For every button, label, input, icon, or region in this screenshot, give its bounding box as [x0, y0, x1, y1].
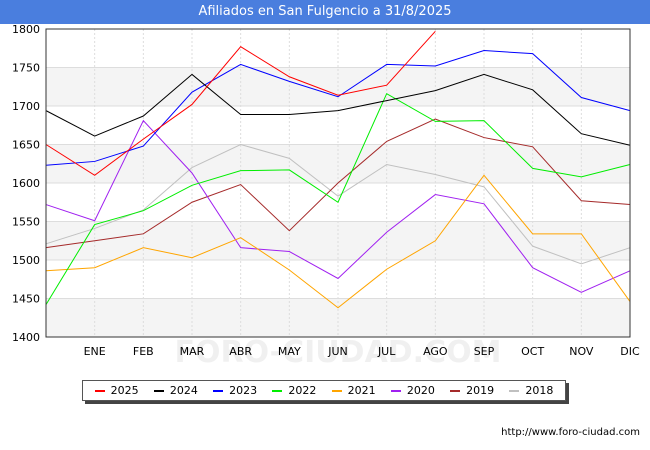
x-tick-label: JUN — [327, 345, 348, 358]
legend-swatch — [213, 389, 224, 392]
legend-label: 2018 — [525, 384, 554, 397]
legend-item-2018: 2018 — [509, 384, 553, 397]
x-tick-label: FEB — [133, 345, 154, 358]
x-tick-label: NOV — [569, 345, 594, 358]
legend-label: 2021 — [347, 384, 376, 397]
legend-swatch — [153, 389, 164, 392]
x-tick-label: MAR — [180, 345, 205, 358]
y-tick-label: 1600 — [12, 177, 40, 190]
y-tick-label: 1500 — [12, 254, 40, 267]
legend-item-2025: 2025 — [94, 384, 139, 397]
legend-label: 2019 — [466, 384, 495, 397]
series-line-2022 — [45, 92, 631, 305]
series-line-2024 — [45, 73, 631, 146]
watermark-text: FORO-CIUDAD.COM — [175, 335, 502, 370]
legend-item-2021: 2021 — [331, 384, 376, 397]
legend-item-2020: 2020 — [390, 384, 435, 397]
legend-label: 2024 — [169, 384, 198, 397]
legend-item-2022: 2022 — [272, 384, 316, 397]
legend-swatch — [331, 389, 342, 392]
plot-frame — [45, 28, 631, 338]
x-tick-label: DIC — [620, 345, 640, 358]
y-tick-label: 1800 — [12, 23, 40, 36]
legend-swatch — [390, 389, 401, 392]
legend-label: 2020 — [406, 384, 435, 397]
y-tick-label: 1400 — [12, 331, 40, 344]
y-tick-label: 1450 — [12, 293, 40, 306]
legend-label: 2023 — [229, 384, 258, 397]
legend-item-2019: 2019 — [450, 384, 494, 397]
y-tick-label: 1650 — [12, 139, 40, 152]
x-tick-label: OCT — [521, 345, 544, 358]
x-tick-label: SEP — [474, 345, 495, 358]
legend-label: 2022 — [288, 384, 317, 397]
legend-swatch — [94, 389, 105, 392]
y-tick-label: 1550 — [12, 216, 40, 229]
legend-swatch — [272, 389, 283, 392]
legend-item-2023: 2023 — [213, 384, 257, 397]
y-tick-label: 1700 — [12, 100, 40, 113]
legend-swatch — [450, 389, 461, 392]
legend-label: 2025 — [110, 384, 139, 397]
x-tick-label: AGO — [423, 345, 448, 358]
series-line-2019 — [45, 118, 631, 249]
y-tick-label: 1750 — [12, 62, 40, 75]
legend-item-2024: 2024 — [153, 384, 198, 397]
series-line-2025 — [45, 30, 436, 176]
source-url: http://www.foro-ciudad.com — [501, 427, 640, 438]
series-line-2018 — [45, 143, 631, 265]
x-tick-label: MAY — [278, 345, 301, 358]
x-tick-label: JUL — [377, 345, 396, 358]
series-line-2021 — [45, 174, 631, 309]
series-line-2023 — [45, 50, 631, 166]
chart-legend: 2025 2024 2023 2022 2021 2020 2019 2018 — [82, 380, 566, 401]
x-tick-label: ENE — [84, 345, 106, 358]
legend-swatch — [509, 389, 520, 392]
x-tick-label: ABR — [229, 345, 252, 358]
series-line-2020 — [45, 119, 631, 293]
chart-title: Afiliados en San Fulgencio a 31/8/2025 — [0, 0, 650, 24]
